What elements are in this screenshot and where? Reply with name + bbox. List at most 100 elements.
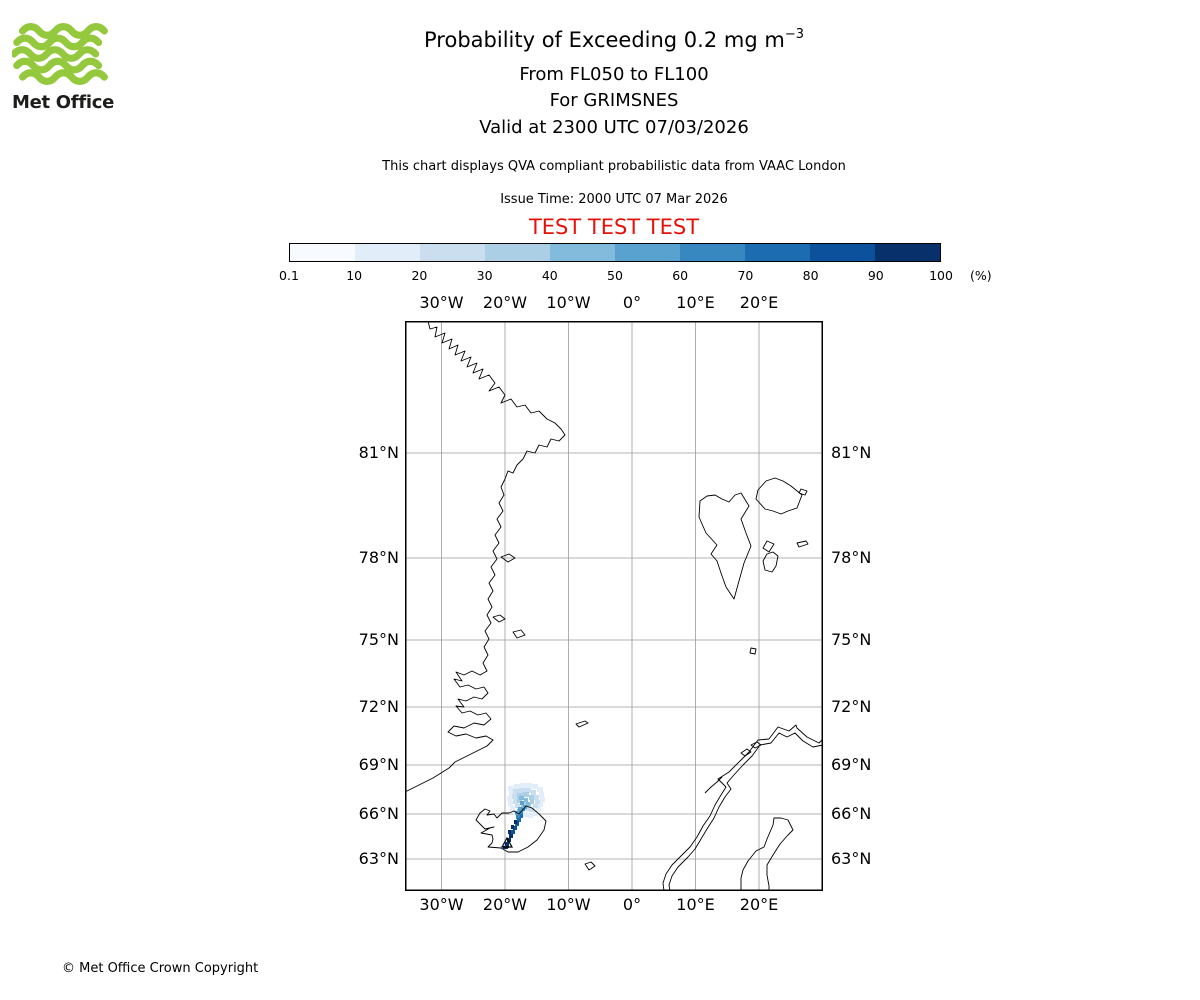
- colorbar-tick-30: 30: [476, 268, 493, 283]
- prob-cell: [509, 791, 514, 796]
- prob-cell: [517, 798, 522, 803]
- prob-cell: [508, 786, 514, 791]
- prob-cell: [538, 802, 543, 807]
- coast-kvaloya: [750, 741, 762, 749]
- prob-cell: [535, 800, 540, 804]
- prob-cell: [531, 790, 536, 795]
- colorbar-tick-40: 40: [541, 268, 558, 283]
- lon-label-top-5: 20°E: [739, 293, 779, 312]
- map-border: [405, 321, 823, 891]
- lat-label-right-2: 75°N: [831, 630, 872, 649]
- lon-label-top-1: 20°W: [482, 293, 528, 312]
- lat-label-left-6: 63°N: [358, 849, 399, 868]
- coast-senja: [740, 748, 752, 757]
- lat-label-left-3: 72°N: [358, 697, 399, 716]
- coast-spitsbergen: [698, 492, 752, 600]
- coast-faroe: [584, 861, 596, 871]
- copyright: © Met Office Crown Copyright: [62, 961, 259, 976]
- coast-nordaustlandet: [755, 477, 803, 515]
- lat-label-left-4: 69°N: [358, 755, 399, 774]
- colorbar-tick-80: 80: [802, 268, 819, 283]
- coast-edgeoya: [762, 551, 779, 573]
- lon-label-bottom-4: 10°E: [676, 895, 715, 914]
- qva-note: This chart displays QVA compliant probab…: [382, 159, 846, 174]
- coast-norway-fjords: [668, 732, 824, 892]
- prob-cell: [512, 794, 517, 799]
- colorbar-segment-5: [615, 244, 680, 261]
- lat-label-right-0: 81°N: [831, 443, 872, 462]
- colorbar-tick-20: 20: [411, 268, 428, 283]
- prob-cell: [537, 787, 543, 792]
- lat-label-right-6: 63°N: [831, 849, 872, 868]
- logo-wordmark: Met Office: [12, 92, 115, 113]
- prob-cell: [507, 796, 512, 801]
- prob-cell: [514, 784, 520, 789]
- lon-label-bottom-1: 20°W: [482, 895, 528, 914]
- lat-label-right-4: 69°N: [831, 755, 872, 774]
- lat-label-right-3: 72°N: [831, 697, 872, 716]
- prob-cell: [540, 797, 545, 802]
- chart-title-text: Probability of Exceeding 0.2 mg m: [424, 28, 785, 52]
- met-office-logo: Met Office: [10, 22, 122, 113]
- coast-kong-karls-land: [796, 540, 809, 548]
- coast-jan-mayen: [575, 720, 589, 728]
- prob-cell: [513, 799, 518, 804]
- colorbar-tick-50: 50: [607, 268, 623, 283]
- prob-cell: [517, 793, 523, 798]
- prob-cell: [526, 802, 530, 806]
- coast-greenland-island-2: [492, 614, 506, 623]
- lat-label-left-5: 66°N: [358, 804, 399, 823]
- issue-time: Issue Time: 2000 UTC 07 Mar 2026: [500, 192, 728, 207]
- prob-cell: [511, 830, 515, 834]
- lon-label-bottom-0: 30°W: [419, 895, 464, 914]
- colorbar-tick-90: 90: [867, 268, 884, 283]
- prob-cell: [513, 826, 517, 830]
- map-panel: [404, 320, 824, 892]
- colorbar-tick-70: 70: [737, 268, 754, 283]
- prob-cell: [536, 807, 541, 812]
- coast-lofoten: [704, 776, 723, 794]
- graticule: [405, 321, 823, 891]
- lon-label-bottom-2: 10°W: [546, 895, 591, 914]
- colorbar-unit: (%): [970, 268, 992, 283]
- lat-label-right-1: 78°N: [831, 548, 872, 567]
- prob-cell: [530, 800, 534, 804]
- prob-cell: [524, 798, 528, 802]
- coast-shannon-island: [512, 629, 526, 639]
- coast-barentsoya: [762, 540, 775, 553]
- coast-norway: [662, 724, 824, 892]
- lon-label-bottom-3: 0°: [622, 895, 642, 914]
- prob-cell: [519, 796, 524, 800]
- lon-label-top-3: 0°: [622, 293, 642, 312]
- prob-cell: [525, 788, 531, 793]
- prob-cell: [528, 813, 533, 818]
- coast-greenland-island-1: [500, 553, 516, 563]
- lat-label-left-2: 75°N: [358, 630, 399, 649]
- prob-cell: [516, 821, 519, 825]
- colorbar-ticks: 0.1 10 20 30 40 50 60 70 80 90 100: [279, 268, 953, 286]
- prob-cell: [519, 811, 523, 815]
- colorbar-segment-4: [550, 244, 615, 261]
- prob-cell: [519, 788, 525, 793]
- prob-cell: [507, 838, 511, 842]
- volcano-marker-icon: [500, 836, 514, 848]
- chart-title-exponent: −3: [784, 27, 804, 42]
- prob-cell: [508, 801, 513, 806]
- prob-cell: [520, 814, 523, 818]
- lat-label-left-0: 81°N: [358, 443, 399, 462]
- prob-cell: [523, 792, 529, 797]
- prob-cell: [526, 783, 532, 788]
- prob-cell: [515, 804, 520, 808]
- colorbar-tick-10: 10: [346, 268, 363, 283]
- prob-cell: [533, 811, 538, 816]
- lat-label-right-5: 66°N: [831, 804, 872, 823]
- prob-cell: [534, 795, 539, 800]
- prob-cell: [529, 795, 534, 800]
- coastlines: [404, 320, 824, 892]
- colorbar-segment-3: [485, 244, 550, 261]
- coast-ne-islet: [798, 488, 808, 496]
- met-office-waves-icon: [10, 23, 108, 85]
- prob-cell: [516, 815, 520, 819]
- prob-cell: [523, 812, 528, 817]
- test-banner: TEST TEST TEST: [528, 215, 700, 239]
